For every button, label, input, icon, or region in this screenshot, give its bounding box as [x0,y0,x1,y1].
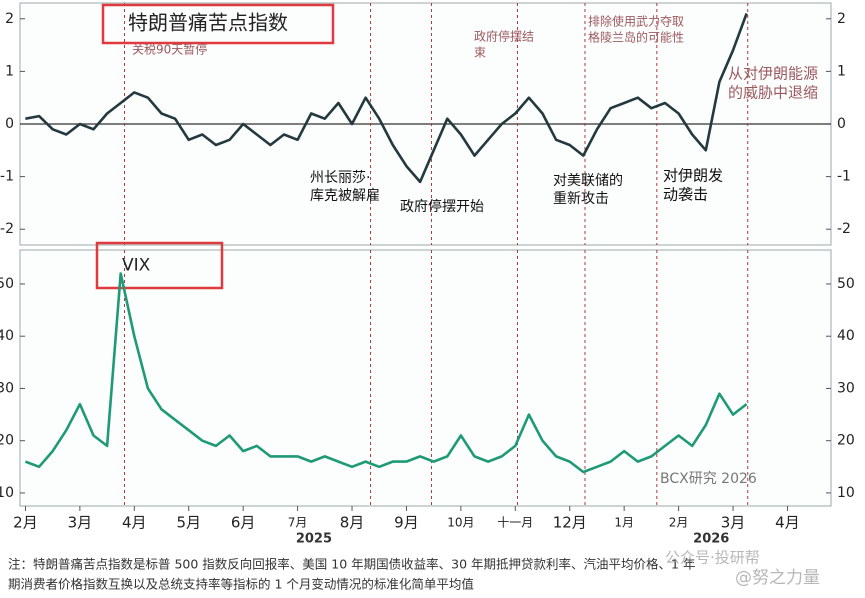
y-tick-label-right: -1 [837,169,851,185]
annotation: 政府停摆开始 [400,198,484,215]
annotation: 从对伊朗能源 [728,65,818,83]
y-tick-label: 20 [0,433,14,449]
x-tick-label: 3月 [721,514,746,532]
x-tick-label: 12月 [553,514,587,532]
annotation: 格陵兰岛的可能性 [588,30,684,45]
annotation: 动袭击 [663,186,708,204]
annotation: 库克被解雇 [310,187,380,204]
y-tick-label-right: 40 [837,328,855,344]
note: 注：特朗普痛苦点指数是标普 500 指数反向回报率、美国 10 年期国债收益率、… [8,557,695,572]
annotation: 束 [474,46,486,60]
y-tick-label-right: 0 [837,116,846,132]
x-tick-label: 十一月 [497,516,533,530]
annotation: 关税90天暂停 [132,42,207,57]
y-tick-label-right: 1 [837,63,846,79]
title-box [95,241,224,290]
y-tick-label: 50 [0,276,14,292]
x-tick-label: 2月 [13,514,38,532]
y-tick-label-right: -2 [837,221,851,237]
annotation: 排除使用武力夺取 [588,14,684,29]
year-label: 2026 [693,532,729,547]
panel-title: VIX [122,256,151,276]
x-tick-label: 7月 [288,516,308,530]
y-tick-label-right: 20 [837,433,855,449]
title-box [101,3,335,45]
annotation: 的威胁中退缩 [728,84,818,102]
x-tick-label: 9月 [394,514,419,532]
x-tick-label: 10月 [447,516,474,530]
y-tick-label: 1 [5,63,14,79]
y-tick-label-right: 50 [837,276,855,292]
y-tick-label-right: 30 [837,380,855,396]
y-tick-label: -1 [0,169,14,185]
annotation: 对美联储的 [553,173,623,189]
y-tick-label: 30 [0,380,14,396]
bottom-panel [19,249,832,507]
x-tick-label: 3月 [68,514,93,532]
annotation: 对伊朗发 [663,167,723,185]
y-tick-label: 0 [5,116,14,132]
x-tick-label: 4月 [122,514,147,532]
source: BCX研究 2026 [660,471,757,487]
x-tick-label: 4月 [775,514,800,532]
annotation: 重新攻击 [553,191,609,207]
y-tick-label: 2 [5,11,14,27]
x-tick-label: 6月 [231,514,256,532]
x-tick-label: 1月 [614,516,634,530]
y-tick-label: -2 [0,221,14,237]
x-tick-label: 2月 [669,516,689,530]
annotation: 州长丽莎· [310,170,370,186]
note: 期消费者价格指数互换以及总统支持率等指标的 1 个月变动情况的标准化简单平均值 [8,577,474,592]
watermark: 公众号·投研帮 [665,549,760,567]
y-tick-label-right: 2 [837,11,846,27]
watermark: @努之力量 [735,568,820,588]
y-tick-label: 10 [0,485,14,501]
annotation: 政府停摆结 [474,29,534,44]
data-line [24,272,748,474]
y-tick-label-right: 10 [837,485,855,501]
year-label: 2025 [296,532,332,547]
x-tick-label: 5月 [176,514,201,532]
x-tick-label: 8月 [340,514,365,532]
y-tick-label: 40 [0,328,14,344]
data-line [25,13,748,184]
panel-title: 特朗普痛苦点指数 [128,11,288,35]
